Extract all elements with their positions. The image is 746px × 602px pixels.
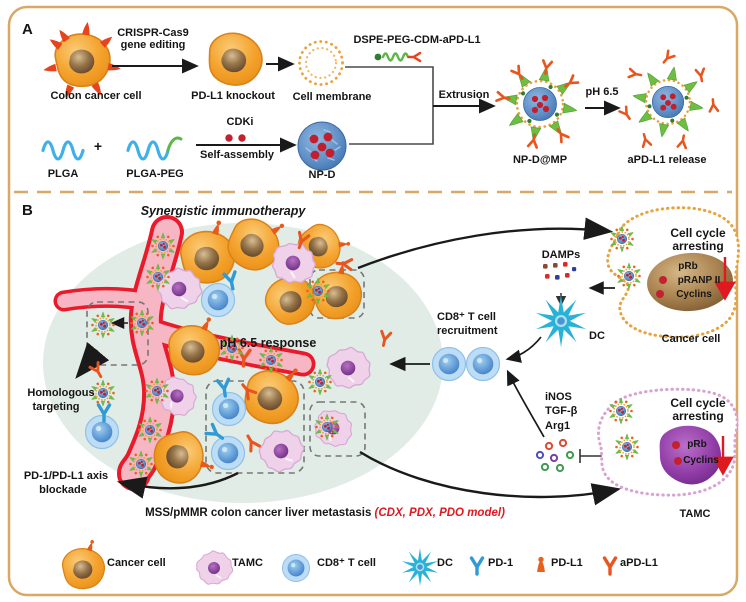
crispr-text-1: CRISPR-Cas9 bbox=[117, 27, 189, 39]
legend-pd1-icon bbox=[469, 556, 485, 576]
cd8-recruitment-label-1: CD8⁺ T cell bbox=[437, 311, 496, 323]
arg1-label: Arg1 bbox=[545, 420, 571, 432]
plga-peg-label: PLGA-PEG bbox=[126, 168, 184, 180]
cytokine-dots bbox=[535, 438, 575, 473]
legend-cancer-cell-icon bbox=[63, 540, 105, 589]
pdl1-knockout-label: PD-L1 knockout bbox=[191, 90, 275, 102]
bottom-caption: MSS/pMMR colon cancer liver metastasis (… bbox=[145, 507, 505, 520]
panel-b-title: Synergistic immunotherapy bbox=[140, 204, 306, 218]
apdl1-release-icon bbox=[619, 51, 717, 148]
legend-dc-label: DC bbox=[437, 557, 453, 569]
ph65-label: pH 6.5 bbox=[585, 86, 619, 98]
to-cancer-cell-arrow bbox=[357, 217, 614, 270]
blockade-arrow bbox=[116, 471, 239, 499]
cyclins-label: Cyclins bbox=[676, 289, 712, 300]
crispr-text-2: gene editing bbox=[120, 39, 186, 51]
plga-peg-polymer-icon bbox=[126, 140, 170, 161]
legend-cancer-cell-label: Cancer cell bbox=[107, 557, 166, 569]
cell-membrane-icon bbox=[298, 40, 344, 86]
extrusion-bracket bbox=[345, 66, 434, 145]
tgfb-label: TGF-β bbox=[545, 405, 578, 417]
cdki-label: CDKi bbox=[226, 116, 254, 128]
damps-label: DAMPs bbox=[541, 249, 581, 261]
tamc-uptake-box bbox=[309, 401, 366, 457]
legend-cd8-icon bbox=[281, 553, 311, 583]
apdl1-release-label: aPD-L1 release bbox=[627, 154, 707, 166]
colon-cancer-cell-label: Colon cancer cell bbox=[50, 90, 142, 102]
legend-icons bbox=[63, 540, 618, 589]
cdki-dot bbox=[225, 134, 233, 142]
plga-label: PLGA bbox=[47, 168, 79, 180]
cancer-cell-closeup bbox=[606, 206, 740, 339]
plus-sign: + bbox=[93, 138, 103, 154]
legend-pdl1-icon bbox=[537, 556, 545, 572]
panel-a-label: A bbox=[22, 21, 33, 38]
legend-pd1-label: PD-1 bbox=[488, 557, 514, 569]
np-d-mp-label: NP-D@MP bbox=[512, 154, 568, 166]
legend-tamc-icon bbox=[195, 550, 234, 586]
homologous-label-2: targeting bbox=[32, 401, 80, 413]
cytokine-to-tcell-arrow bbox=[506, 369, 545, 438]
legend-apdl1-label: aPD-L1 bbox=[620, 557, 658, 569]
legend-pdl1-label: PD-L1 bbox=[551, 557, 583, 569]
cd8-recruitment-label-2: recruitment bbox=[437, 325, 498, 337]
panel-b-graphics bbox=[43, 201, 740, 589]
extrusion-label: Extrusion bbox=[438, 89, 490, 101]
peg-tail-icon bbox=[166, 136, 183, 152]
tamc-cyclins-label: Cyclins bbox=[683, 455, 719, 466]
cancer-cell-closeup-label: Cancer cell bbox=[661, 333, 721, 345]
figure-border bbox=[7, 5, 739, 597]
cancer-cycle-label-2: arresting bbox=[672, 239, 724, 253]
inos-label: iNOS bbox=[545, 391, 572, 403]
tamc-closeup-label: TAMC bbox=[679, 508, 711, 520]
plga-polymer-icon bbox=[41, 140, 85, 161]
to-tamc-arrow bbox=[359, 450, 622, 506]
dc-label: DC bbox=[589, 330, 605, 342]
np-d-mp-icon bbox=[496, 60, 578, 147]
tamc-cycle-label-1: Cell cycle bbox=[670, 396, 726, 410]
legend-cd8-label: CD8⁺ T cell bbox=[317, 557, 376, 569]
pranp-label: pRANP II bbox=[677, 275, 721, 286]
tamc-cycle-label-2: arresting bbox=[672, 409, 724, 423]
cdki-dot bbox=[238, 134, 246, 142]
panel-a-graphics bbox=[41, 21, 718, 171]
damps-dots bbox=[543, 262, 577, 280]
recruited-tcell-icon bbox=[431, 346, 467, 382]
blockade-label-1: PD-1/PD-L1 axis bbox=[23, 470, 109, 482]
cell-membrane-label: Cell membrane bbox=[292, 91, 372, 103]
prb-label: pRb bbox=[678, 261, 698, 272]
ph-response-label: pH 6.5 response bbox=[219, 336, 317, 350]
legend-apdl1-icon bbox=[602, 556, 618, 576]
dspe-label: DSPE-PEG-CDM-aPD-L1 bbox=[353, 34, 481, 46]
np-d-label: NP-D bbox=[308, 169, 336, 181]
cancer-cycle-label-1: Cell cycle bbox=[670, 226, 726, 240]
self-assembly-label: Self-assembly bbox=[200, 149, 274, 161]
blockade-label-2: blockade bbox=[39, 484, 87, 496]
pdl1-knockout-cell-icon bbox=[203, 28, 268, 91]
legend-tamc-label: TAMC bbox=[232, 557, 263, 569]
dc-cell-icon bbox=[535, 295, 587, 348]
caption-model-red: (CDX, PDX, PDO model) bbox=[374, 507, 505, 519]
tamc-prb-label: pRb bbox=[687, 439, 707, 450]
dc-to-tcell-arrow bbox=[505, 336, 542, 363]
panel-b-label: B bbox=[22, 202, 33, 219]
recruited-tcell-icon bbox=[465, 346, 501, 382]
pd1-blockade-box bbox=[205, 380, 305, 474]
homologous-targeting-arrow bbox=[75, 342, 110, 379]
np-d-icon bbox=[297, 121, 347, 171]
legend-dc-icon bbox=[401, 548, 439, 586]
extravasation-box bbox=[86, 301, 149, 366]
tamc-closeup bbox=[597, 387, 739, 497]
dspe-peg-icon bbox=[375, 53, 420, 61]
caption-black: MSS/pMMR colon cancer liver metastasis bbox=[145, 507, 375, 519]
colon-cancer-cell-icon bbox=[43, 21, 122, 99]
homologous-label-1: Homologous bbox=[27, 387, 95, 399]
